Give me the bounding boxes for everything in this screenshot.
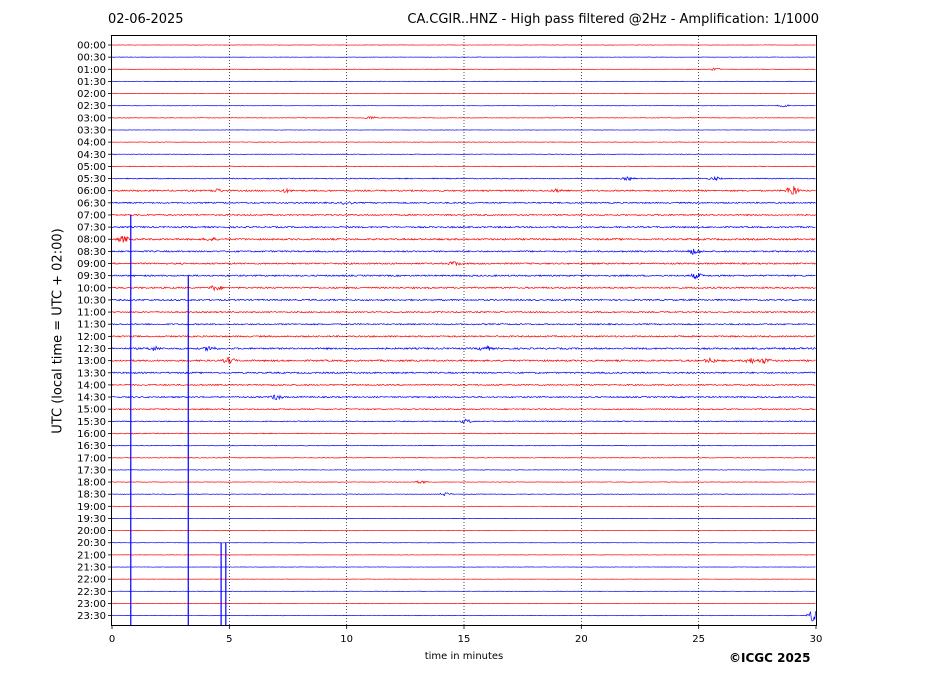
y-tick-label: 22:30 — [77, 587, 106, 598]
x-tick-label: 5 — [226, 634, 232, 645]
y-tick-label: 18:30 — [77, 490, 106, 501]
y-tick-label: 03:30 — [77, 125, 106, 136]
y-tick-label: 00:00 — [77, 41, 106, 52]
trace-row-0900 — [111, 261, 816, 267]
trace-row-0800 — [111, 235, 816, 243]
y-tick-label: 23:30 — [77, 611, 106, 622]
trace-row-0630 — [111, 201, 816, 205]
y-tick-label: 08:30 — [77, 247, 106, 258]
y-tick-label: 12:30 — [77, 344, 106, 355]
y-tick-label: 03:00 — [77, 113, 106, 124]
y-tick-label: 20:30 — [77, 538, 106, 549]
y-tick-label: 00:30 — [77, 53, 106, 64]
y-tick-label: 14:00 — [77, 380, 106, 391]
y-tick-label: 07:30 — [77, 223, 106, 234]
y-tick-label: 10:00 — [77, 283, 106, 294]
y-tick-label: 06:30 — [77, 198, 106, 209]
y-tick-label: 13:00 — [77, 356, 106, 367]
y-tick-label: 11:00 — [77, 308, 106, 319]
trace-row-1500 — [111, 408, 816, 411]
copyright-notice: ©ICGC 2025 — [729, 651, 811, 665]
trace-row-0730 — [111, 225, 816, 229]
y-tick-label: 04:00 — [77, 138, 106, 149]
y-tick-label: 05:30 — [77, 174, 106, 185]
spike-artifacts — [130, 214, 227, 625]
x-tick-label: 25 — [692, 634, 705, 645]
y-tick-label: 02:00 — [77, 89, 106, 100]
y-axis-ticks: 00:0000:3001:0001:3002:0002:3003:0003:30… — [77, 41, 112, 622]
x-tick-label: 20 — [575, 634, 588, 645]
y-tick-label: 16:30 — [77, 441, 106, 452]
y-tick-label: 01:30 — [77, 77, 106, 88]
trace-row-1530 — [111, 418, 816, 424]
y-tick-label: 04:30 — [77, 150, 106, 161]
y-tick-label: 15:30 — [77, 417, 106, 428]
y-tick-label: 21:00 — [77, 550, 106, 561]
trace-row-1630 — [111, 444, 816, 447]
trace-row-0700 — [111, 213, 816, 217]
y-tick-label: 17:00 — [77, 453, 106, 464]
trace-row-0600 — [111, 186, 816, 195]
x-tick-label: 0 — [109, 634, 115, 645]
y-tick-label: 11:30 — [77, 320, 106, 331]
y-tick-label: 12:00 — [77, 332, 106, 343]
vertical-gridlines — [228, 36, 700, 625]
trace-row-1600 — [111, 432, 816, 435]
y-tick-label: 05:00 — [77, 162, 106, 173]
y-tick-label: 20:00 — [77, 526, 106, 537]
x-tick-label: 15 — [458, 634, 471, 645]
trace-row-0500 — [111, 165, 816, 168]
y-tick-label: 19:00 — [77, 502, 106, 513]
y-tick-label: 17:30 — [77, 465, 106, 476]
chart-date: 02-06-2025 — [108, 12, 184, 27]
trace-row-0530 — [111, 175, 816, 182]
trace-row-1700 — [111, 456, 816, 459]
trace-row-1100 — [111, 310, 816, 314]
x-tick-label: 10 — [340, 634, 353, 645]
x-axis-label: time in minutes — [424, 651, 504, 662]
trace-row-1430 — [111, 394, 816, 401]
y-tick-label: 19:30 — [77, 514, 106, 525]
y-tick-label: 18:00 — [77, 478, 106, 489]
y-tick-label: 15:00 — [77, 405, 106, 416]
y-tick-label: 23:00 — [77, 599, 106, 610]
y-tick-label: 08:00 — [77, 235, 106, 246]
x-tick-label: 30 — [810, 634, 823, 645]
y-tick-label: 02:30 — [77, 101, 106, 112]
y-tick-label: 21:30 — [77, 563, 106, 574]
y-tick-label: 16:00 — [77, 429, 106, 440]
trace-row-0930 — [111, 273, 816, 280]
y-tick-label: 22:00 — [77, 575, 106, 586]
x-axis-ticks: 0 5 10 15 20 25 30 — [109, 625, 823, 645]
y-tick-label: 01:00 — [77, 65, 106, 76]
y-tick-label: 09:30 — [77, 271, 106, 282]
trace-row-1000 — [111, 285, 816, 292]
y-tick-label: 07:00 — [77, 210, 106, 221]
trace-row-0830 — [111, 248, 816, 255]
y-tick-label: 09:00 — [77, 259, 106, 270]
y-tick-label: 06:00 — [77, 186, 106, 197]
chart-title: CA.CGIR..HNZ - High pass filtered @2Hz -… — [407, 12, 819, 27]
y-tick-label: 13:30 — [77, 368, 106, 379]
y-tick-label: 14:30 — [77, 393, 106, 404]
trace-row-1800 — [112, 480, 816, 484]
plot-frame — [111, 35, 817, 626]
trace-row-1830 — [111, 492, 816, 497]
y-tick-label: 10:30 — [77, 295, 106, 306]
